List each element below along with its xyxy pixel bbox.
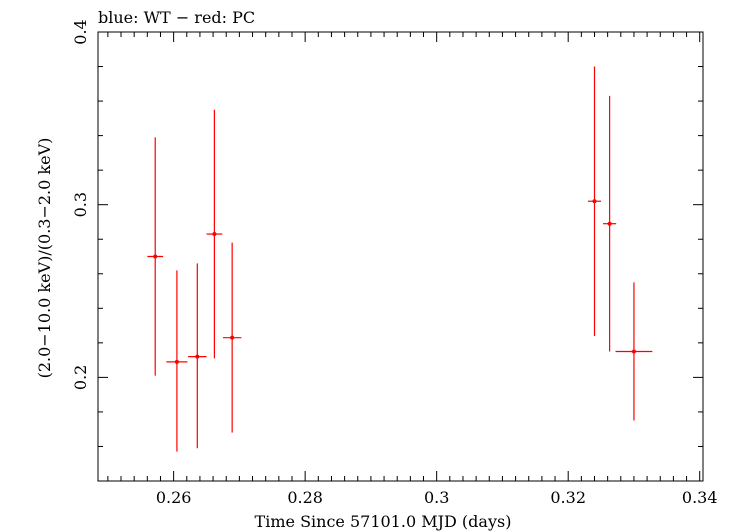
y-tick-label: 0.2: [71, 365, 90, 390]
point-marker: [174, 359, 179, 364]
x-tick-label: 0.3: [424, 488, 449, 507]
x-tick-labels: 0.26 0.28 0.3 0.32 0.34: [156, 488, 718, 507]
chart-title: blue: WT − red: PC: [98, 8, 255, 27]
point-marker: [607, 221, 612, 226]
data-points: [147, 66, 653, 452]
x-axis-label: Time Since 57101.0 MJD (days): [255, 512, 512, 531]
data-point: [147, 137, 164, 376]
point-marker: [195, 354, 200, 359]
data-point: [603, 95, 617, 352]
x-tick-label: 0.32: [550, 488, 586, 507]
point-marker: [230, 335, 235, 340]
data-point: [206, 109, 223, 359]
point-marker: [631, 349, 636, 354]
plot-frame: [97, 31, 704, 482]
data-point: [222, 242, 242, 433]
point-marker: [153, 254, 158, 259]
point-marker: [212, 232, 217, 237]
y-axis-label: (2.0−10.0 keV)/(0.3−2.0 keV): [35, 138, 54, 379]
y-tick-labels: 0.2 0.3 0.4: [71, 19, 90, 390]
axis-ticks: [98, 31, 703, 482]
data-point: [188, 263, 207, 449]
data-point: [587, 66, 602, 336]
data-point: [166, 270, 188, 452]
y-tick-label: 0.3: [71, 192, 90, 217]
point-marker: [592, 199, 597, 204]
x-tick-label: 0.34: [682, 488, 718, 507]
data-point: [615, 282, 653, 421]
x-tick-label: 0.28: [287, 488, 323, 507]
y-tick-label: 0.4: [71, 19, 90, 44]
x-tick-label: 0.26: [156, 488, 192, 507]
